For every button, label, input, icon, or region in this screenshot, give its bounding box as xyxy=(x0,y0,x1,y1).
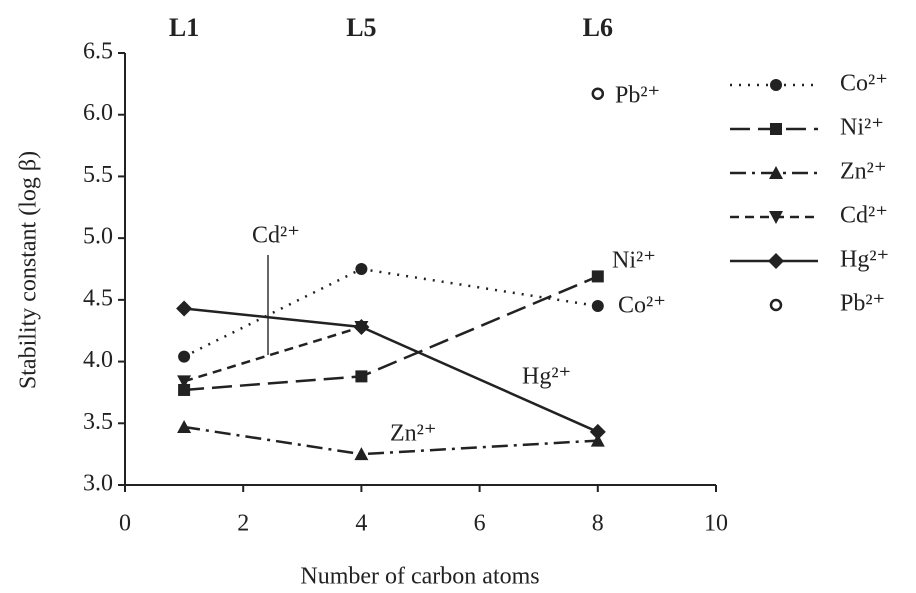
y-tick-label: 3.5 xyxy=(83,409,113,435)
top-label: L1 xyxy=(169,13,199,42)
legend-marker xyxy=(768,253,784,269)
legend-label: Hg²⁺ xyxy=(840,247,889,273)
marker xyxy=(355,263,368,275)
y-axis-label: Stability constant (log β) xyxy=(16,151,42,389)
marker xyxy=(589,423,606,440)
marker xyxy=(591,87,605,100)
marker xyxy=(177,375,192,389)
top-label: L5 xyxy=(346,13,376,42)
x-axis-label: Number of carbon atoms xyxy=(300,564,539,590)
marker xyxy=(178,350,191,363)
marker xyxy=(354,447,369,461)
annotation: Zn²⁺ xyxy=(390,421,437,447)
y-tick-label: 5.5 xyxy=(83,162,113,188)
y-tick-label: 5.0 xyxy=(83,224,113,250)
legend-label: Cd²⁺ xyxy=(840,203,888,229)
series-line xyxy=(183,267,598,358)
y-tick-label: 4.0 xyxy=(83,347,113,373)
marker xyxy=(176,300,193,317)
annotation: Co²⁺ xyxy=(618,293,666,319)
legend-label: Ni²⁺ xyxy=(840,115,884,141)
legend-label: Zn²⁺ xyxy=(840,159,887,185)
y-tick-label: 6.5 xyxy=(83,39,113,65)
legend-marker xyxy=(770,123,782,135)
marker xyxy=(353,319,370,336)
x-tick-label: 2 xyxy=(237,511,249,537)
marker xyxy=(591,300,604,313)
legend-label: Co²⁺ xyxy=(840,71,888,97)
marker xyxy=(178,383,191,396)
legend-marker xyxy=(770,79,782,91)
marker xyxy=(591,270,604,283)
annotation: Hg²⁺ xyxy=(522,364,571,390)
marker xyxy=(590,433,605,447)
annotation: Pb²⁺ xyxy=(615,83,660,109)
annotation: Ni²⁺ xyxy=(612,248,656,274)
legend-marker xyxy=(769,166,783,179)
legend-label: Pb²⁺ xyxy=(840,291,885,317)
legend-marker xyxy=(769,211,783,224)
y-tick-label: 4.5 xyxy=(83,285,113,311)
x-tick-label: 10 xyxy=(704,511,728,537)
annotation: Cd²⁺ xyxy=(252,223,300,249)
top-label: L6 xyxy=(583,13,613,42)
y-tick-label: 3.0 xyxy=(83,471,113,497)
y-tick-label: 6.0 xyxy=(83,100,113,126)
legend-marker xyxy=(769,298,783,312)
marker xyxy=(177,419,192,433)
x-tick-label: 0 xyxy=(119,511,131,537)
x-tick-label: 8 xyxy=(592,511,604,537)
x-tick-label: 6 xyxy=(474,511,486,537)
marker xyxy=(355,370,368,383)
series-line xyxy=(183,325,362,383)
x-tick-label: 4 xyxy=(355,511,367,537)
